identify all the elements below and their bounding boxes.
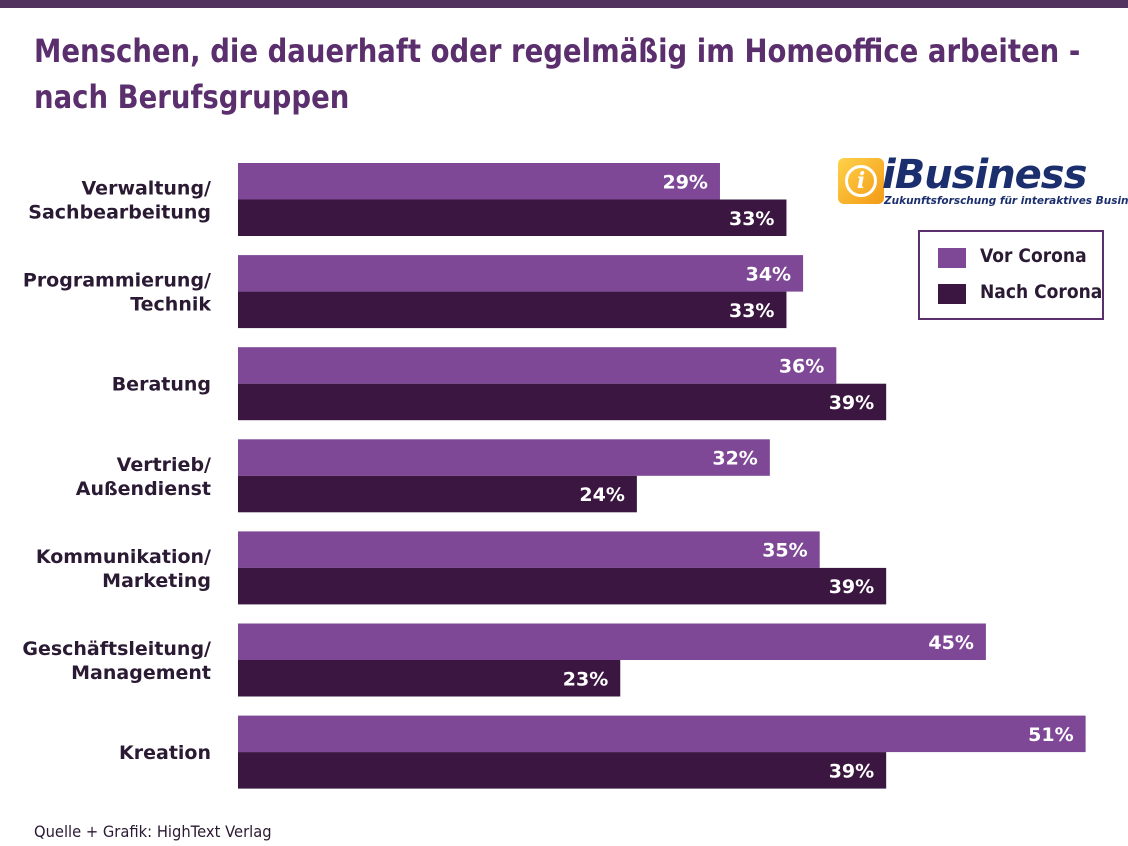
category-label-6-line-1: Geschäftsleitung/ <box>22 638 211 660</box>
bar-nach-corona-7 <box>238 752 887 789</box>
category-label-1-line-2: Sachbearbeitung <box>28 202 211 224</box>
bar-vor-corona-4 <box>238 439 770 476</box>
value-label-nach-corona-2: 33% <box>729 300 774 322</box>
chart-title: Menschen, die dauerhaft oder regelmäßig … <box>34 28 1081 120</box>
bar-vor-corona-7 <box>238 715 1086 753</box>
category-label-4-line-2: Außendienst <box>76 478 211 500</box>
value-label-vor-corona-1: 29% <box>662 171 707 193</box>
category-label-3-line-1: Beratung <box>112 374 211 396</box>
bar-nach-corona-4 <box>238 475 637 513</box>
legend-label-vor-corona: Vor Corona <box>980 245 1087 267</box>
category-label-4-line-1: Vertrieb/ <box>117 454 211 476</box>
logo-badge-icon: i <box>838 158 884 204</box>
logo-tagline: Zukunftsforschung für interaktives Busin… <box>884 195 1128 207</box>
bar-nach-corona-3 <box>238 383 887 421</box>
category-label-5-line-1: Kommunikation/ <box>36 546 211 568</box>
value-label-nach-corona-4: 24% <box>579 484 624 506</box>
legend-swatch-nach-corona <box>938 284 966 304</box>
value-label-vor-corona-3: 36% <box>779 355 824 377</box>
chart-title-line-2: nach Berufsgruppen <box>34 78 350 116</box>
category-label-1-line-1: Verwaltung/ <box>82 178 212 200</box>
bar-vor-corona-2 <box>238 255 804 292</box>
bar-nach-corona-2 <box>238 291 787 329</box>
value-label-nach-corona-1: 33% <box>729 208 774 230</box>
value-label-vor-corona-5: 35% <box>762 540 807 562</box>
bar-vor-corona-3 <box>238 347 837 384</box>
chart-legend: Vor Corona Nach Corona <box>918 230 1104 320</box>
chart-title-line-1: Menschen, die dauerhaft oder regelmäßig … <box>34 32 1081 70</box>
bar-vor-corona-6 <box>238 623 986 660</box>
bar-vor-corona-1 <box>238 163 720 200</box>
category-label-5-line-2: Marketing <box>102 570 211 592</box>
ibusiness-logo: i iBusiness Zukunftsforschung für intera… <box>838 152 1128 210</box>
logo-i-letter: i <box>845 165 877 197</box>
value-label-vor-corona-4: 32% <box>712 448 757 470</box>
value-label-nach-corona-3: 39% <box>829 392 874 414</box>
source-credit: Quelle + Grafik: HighText Verlag <box>34 822 272 841</box>
value-label-vor-corona-6: 45% <box>928 632 973 654</box>
value-label-nach-corona-7: 39% <box>829 760 874 782</box>
category-label-2-line-2: Technik <box>130 294 211 316</box>
bar-vor-corona-5 <box>238 531 820 568</box>
bar-nach-corona-1 <box>238 199 787 236</box>
category-label-7-line-1: Kreation <box>119 742 211 764</box>
bar-nach-corona-5 <box>238 567 887 605</box>
bar-nach-corona-6 <box>238 660 621 697</box>
legend-label-nach-corona: Nach Corona <box>980 281 1103 303</box>
logo-wordmark: iBusiness <box>882 152 1087 198</box>
value-label-nach-corona-6: 23% <box>563 668 608 690</box>
top-accent-bar <box>0 0 1128 8</box>
value-label-vor-corona-2: 34% <box>746 263 791 285</box>
category-label-6-line-2: Management <box>71 662 211 684</box>
legend-swatch-vor-corona <box>938 248 966 268</box>
value-label-nach-corona-5: 39% <box>829 576 874 598</box>
category-label-2-line-1: Programmierung/ <box>23 270 211 292</box>
value-label-vor-corona-7: 51% <box>1028 724 1073 746</box>
